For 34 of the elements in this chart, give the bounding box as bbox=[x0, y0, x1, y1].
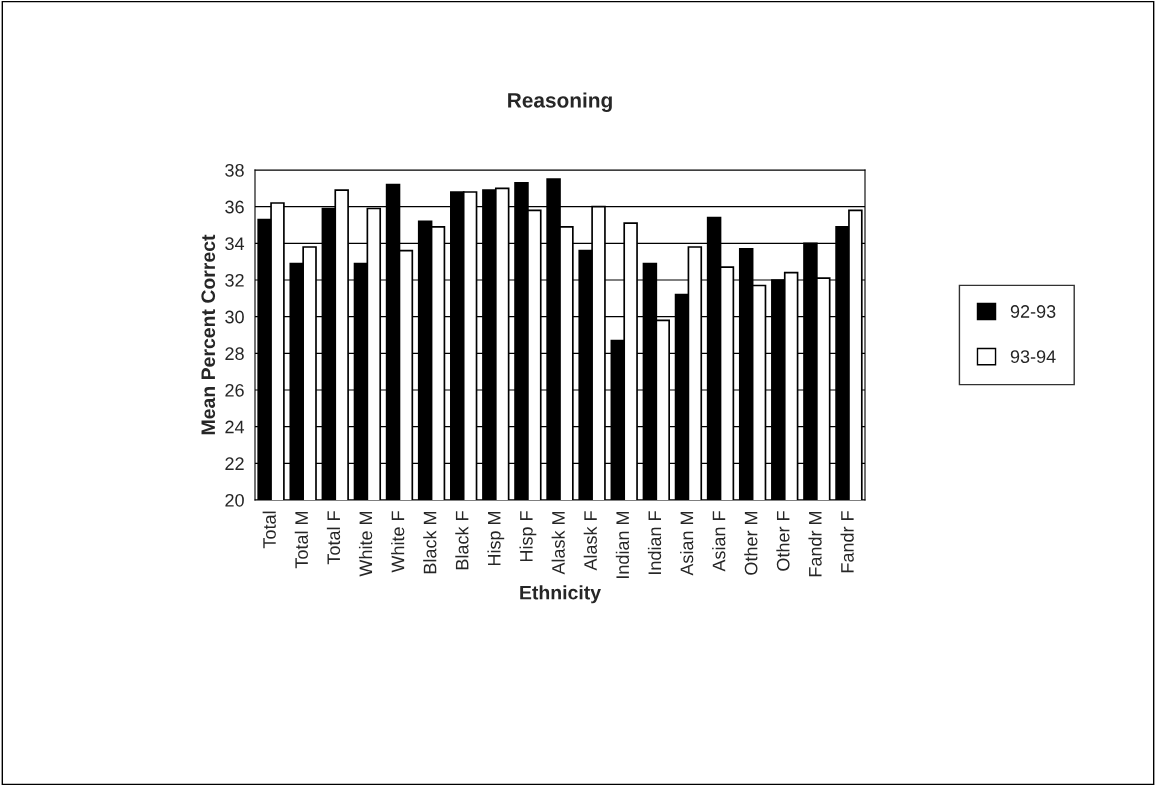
y-tick-label: 32 bbox=[225, 273, 244, 287]
y-tick-label: 24 bbox=[225, 420, 245, 434]
x-tick-label: Fandr F bbox=[840, 511, 854, 573]
y-tick-label: 28 bbox=[225, 347, 244, 361]
y-tick-label: 38 bbox=[225, 163, 244, 177]
y-tick-label: 30 bbox=[225, 310, 244, 324]
x-tick-label: Other F bbox=[776, 511, 790, 571]
x-tick-label: Other M bbox=[744, 511, 758, 575]
x-axis-title: Ethnicity bbox=[520, 585, 601, 604]
legend-label: 93-94 bbox=[1010, 350, 1056, 363]
x-tick-label: Total F bbox=[326, 511, 341, 565]
x-tick-label: Total M bbox=[294, 511, 308, 569]
x-tick-label: Indian M bbox=[615, 511, 630, 578]
y-tick-label: 36 bbox=[225, 200, 244, 214]
x-tick-label: Fandr M bbox=[808, 511, 822, 577]
y-tick-label: 26 bbox=[225, 383, 244, 397]
x-tick-label: Total bbox=[262, 511, 276, 549]
x-tick-label: Black M bbox=[423, 511, 437, 574]
x-tick-label: Asian M bbox=[680, 511, 694, 576]
x-tick-label: White M bbox=[358, 511, 373, 577]
legend-label: 92-93 bbox=[1010, 305, 1056, 318]
x-tick-label: Alask M bbox=[551, 511, 565, 575]
y-tick-label: 20 bbox=[225, 493, 244, 507]
x-tick-label: Hisp F bbox=[519, 511, 537, 562]
x-tick-label: Black F bbox=[455, 511, 469, 570]
x-tick-label: Asian F bbox=[712, 511, 726, 572]
x-tick-label: Alask F bbox=[583, 511, 597, 571]
x-tick-label: White F bbox=[391, 511, 405, 573]
y-tick-label: 34 bbox=[225, 237, 245, 251]
y-axis-title: Mean Percent Correct bbox=[201, 234, 216, 435]
chart-title: Reasoning bbox=[508, 92, 612, 112]
y-tick-label: 22 bbox=[225, 457, 244, 470]
x-tick-label: Indian F bbox=[647, 511, 662, 574]
x-tick-label: Hisp M bbox=[487, 511, 505, 566]
